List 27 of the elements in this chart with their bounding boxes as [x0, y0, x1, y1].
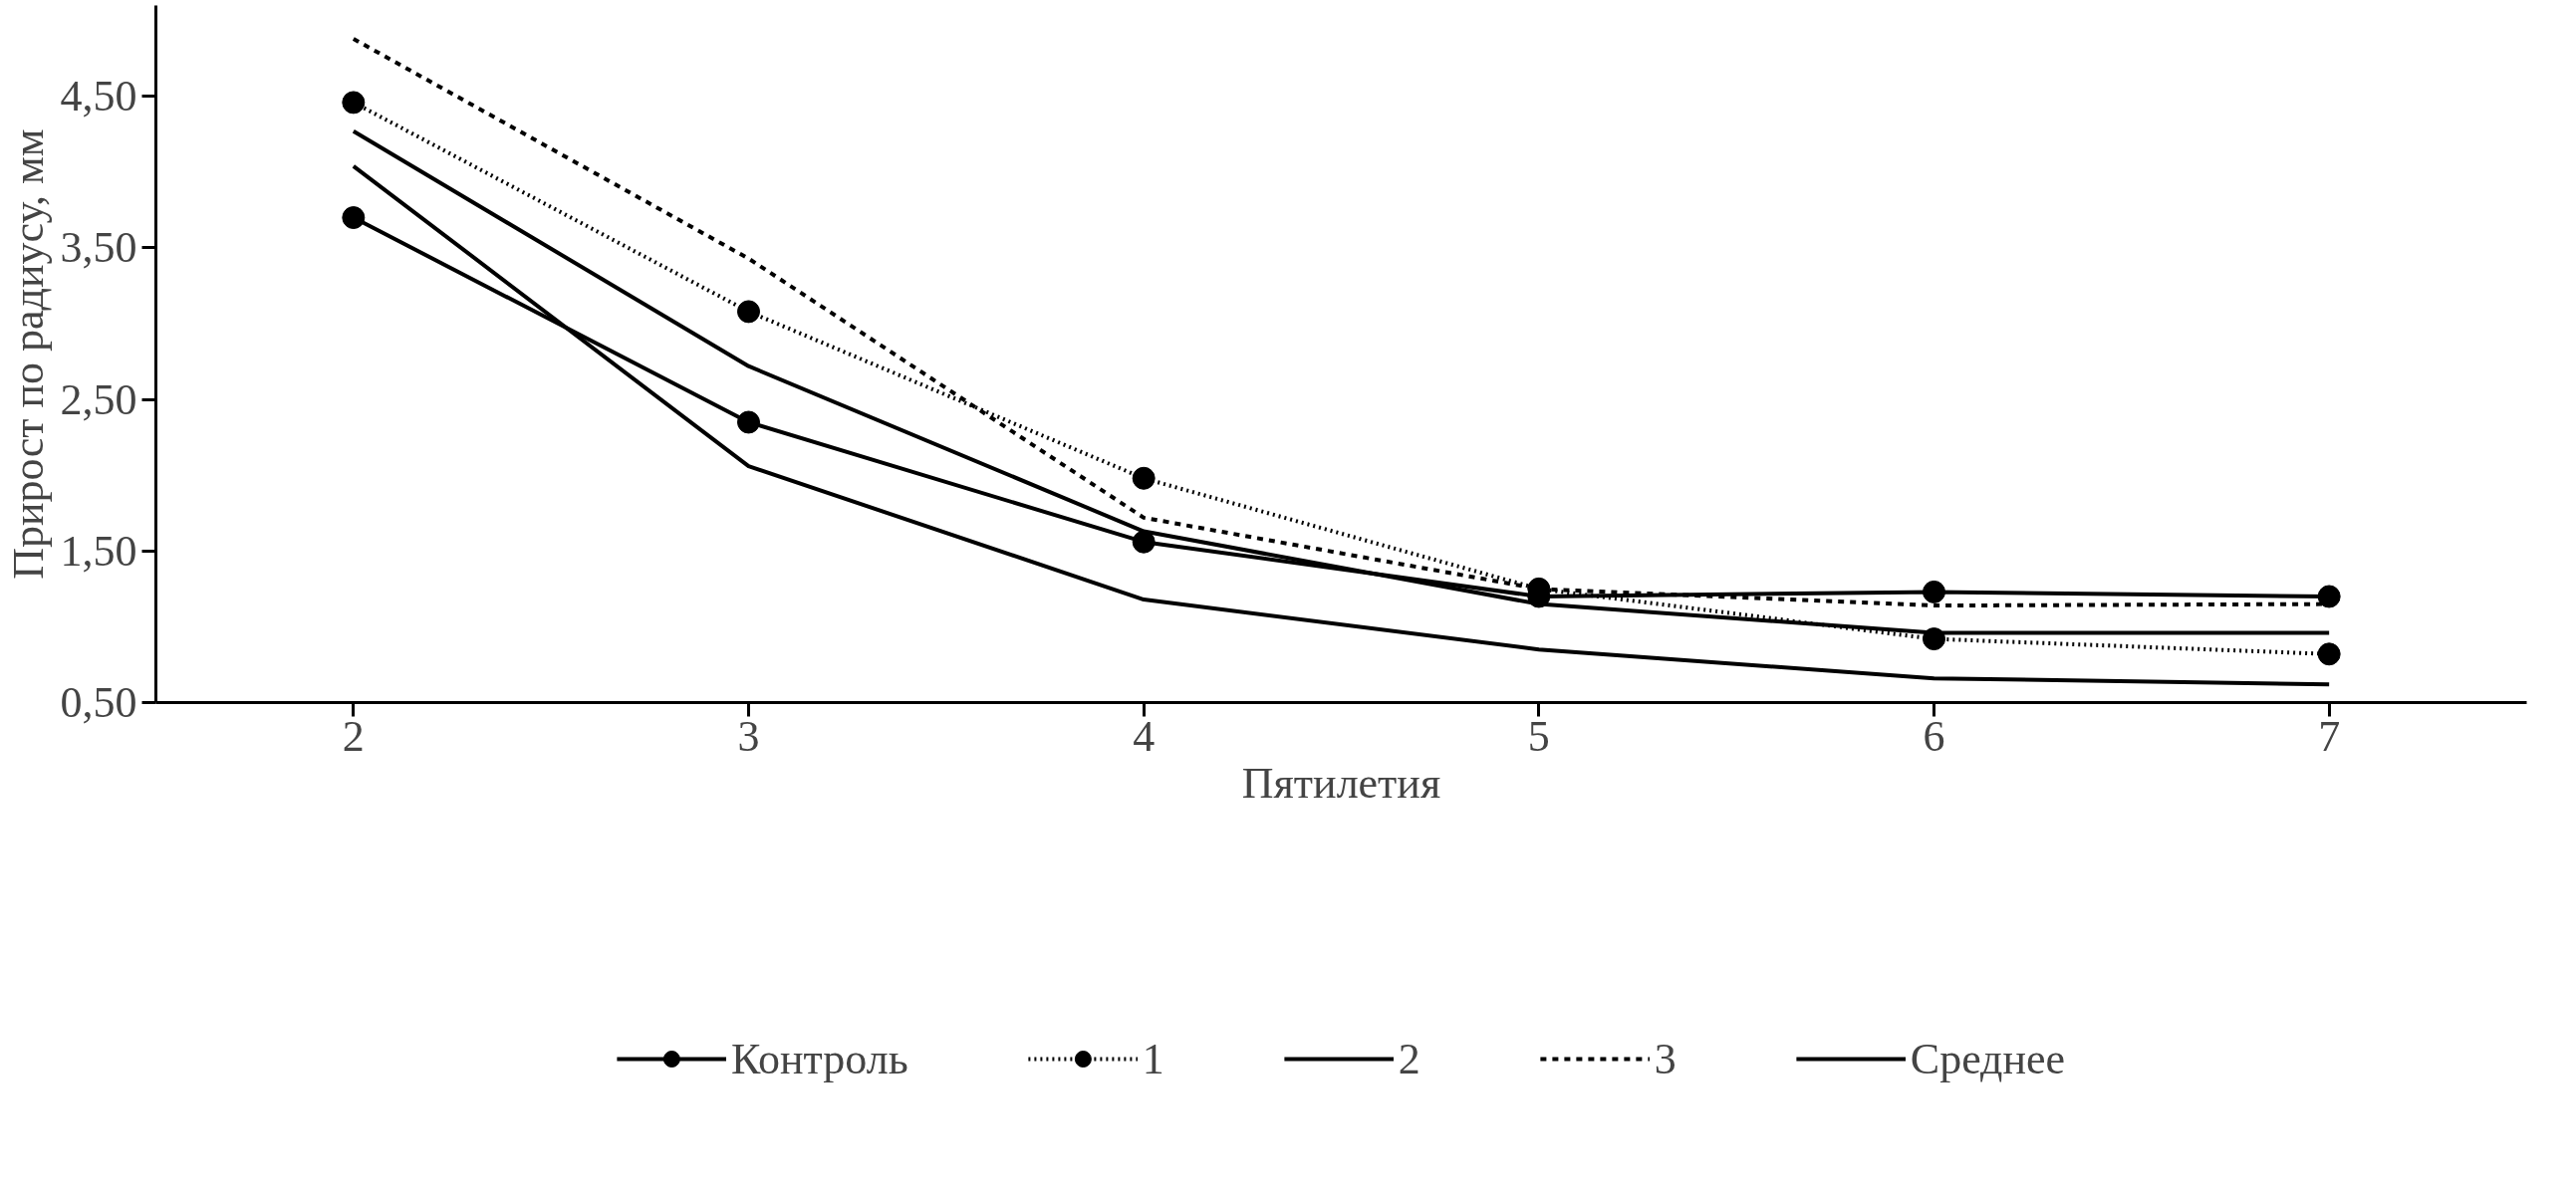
point: [342, 91, 366, 115]
x-tick-label: 6: [1923, 711, 1945, 761]
x-tick-label: 7: [2318, 711, 2341, 761]
x-axis-title: Пятилетия: [1241, 758, 1441, 808]
point: [737, 410, 760, 434]
y-axis-title: Прирост по радиусу, мм: [3, 128, 53, 580]
y-tick-label: 4,50: [60, 72, 137, 121]
legend-label: 2: [1398, 1033, 1420, 1084]
y-tick-label: 3,50: [60, 223, 137, 273]
point: [1132, 530, 1156, 554]
x-tick-label: 2: [342, 711, 365, 761]
y-tick-label: 1,50: [60, 526, 137, 576]
x-tick-label: 5: [1527, 711, 1550, 761]
point: [2317, 642, 2341, 666]
point: [1132, 466, 1156, 490]
x-tick-label: 4: [1133, 711, 1156, 761]
y-tick-label: 2,50: [60, 374, 137, 424]
legend-label: 3: [1654, 1033, 1676, 1084]
x-tick-label: 3: [737, 711, 760, 761]
point: [2317, 585, 2341, 608]
point: [737, 300, 760, 324]
y-tick-label: 0,50: [60, 678, 137, 727]
point: [1923, 580, 1945, 603]
legend-label: Среднее: [1910, 1033, 2066, 1084]
point: [342, 206, 366, 230]
legend-label: Контроль: [730, 1033, 908, 1084]
legend-label: 1: [1142, 1033, 1164, 1084]
